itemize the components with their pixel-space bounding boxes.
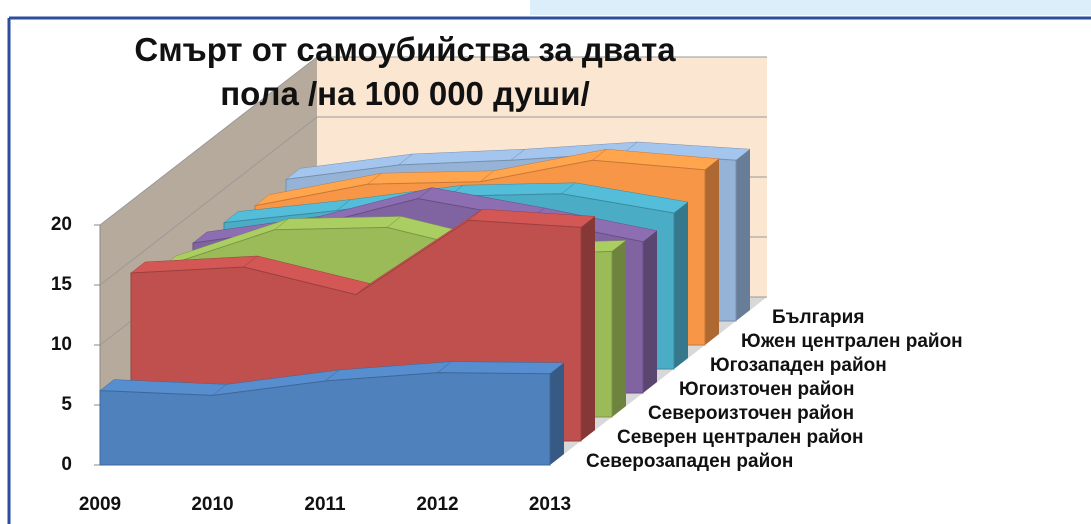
legend-label: Южен централен район — [741, 331, 963, 352]
legend-label: Североизточен район — [648, 403, 854, 424]
y-tick-label: 10 — [51, 334, 72, 355]
x-tick-label: 2009 — [79, 494, 121, 515]
y-tick-label: 15 — [51, 274, 73, 295]
area — [99, 372, 551, 466]
plot: 0 5 10 15 20 България Южен централен район Югоз… — [51, 56, 963, 515]
y-tick-label: 0 — [61, 454, 72, 475]
grid-line — [99, 56, 318, 226]
grid-line — [99, 116, 318, 286]
legend-label: Югоизточен район — [679, 379, 854, 400]
legend-label: България — [772, 307, 864, 328]
y-tick-label: 5 — [61, 394, 72, 415]
area-side — [643, 230, 657, 393]
x-tick-label: 2010 — [191, 494, 233, 515]
legend-label: Северозападен район — [586, 451, 793, 472]
legend-label: Северен централен район — [617, 427, 864, 448]
x-tick-label: 2012 — [416, 494, 458, 515]
chart-title: Смърт от самоубийства за двата пола /на … — [134, 31, 676, 112]
area-side — [736, 149, 750, 321]
series: Северозападен район — [99, 361, 793, 472]
area-side — [550, 362, 564, 465]
y-tick-label: 20 — [51, 214, 72, 235]
area-side — [705, 158, 719, 345]
area-side — [674, 202, 688, 369]
area-side — [612, 240, 626, 417]
legend-label: Югозападен район — [710, 355, 887, 376]
x-tick-label: 2013 — [529, 494, 571, 515]
area-top — [436, 361, 565, 375]
decor-band — [530, 0, 1091, 15]
x-tick-label: 2011 — [304, 494, 346, 515]
area-side — [581, 216, 595, 441]
